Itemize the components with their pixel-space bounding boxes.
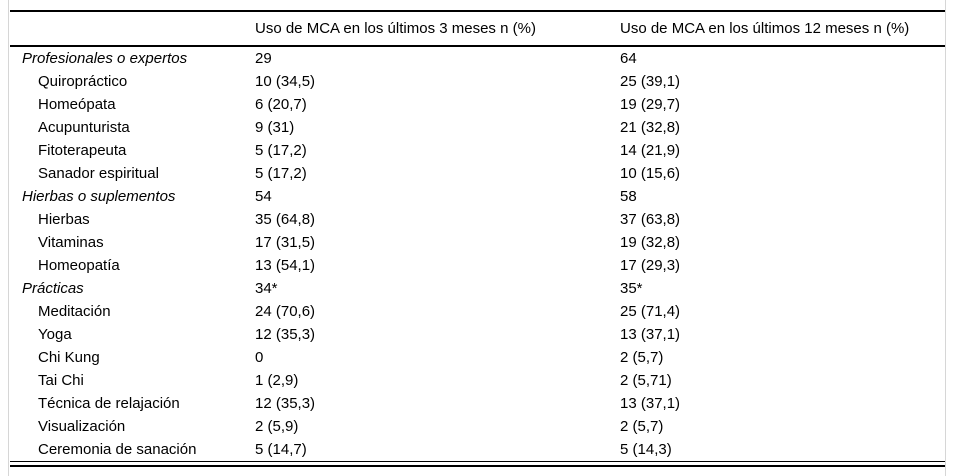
table-row: Hierbas o suplementos 54 58: [10, 185, 945, 208]
row-label: Sanador espiritual: [38, 165, 159, 182]
table-figure-frame: Uso de MCA en los últimos 3 meses n (%) …: [8, 0, 946, 476]
value-12m: 25 (71,4): [620, 303, 681, 320]
value-12m: 37 (63,8): [620, 211, 681, 228]
row-label: Chi Kung: [38, 349, 100, 366]
value-3m: 54: [255, 188, 272, 205]
value-12m: 21 (32,8): [620, 119, 681, 136]
value-12m: 19 (32,8): [620, 234, 681, 251]
value-12m: 10 (15,6): [620, 165, 681, 182]
value-3m: 12 (35,3): [255, 326, 316, 343]
mca-usage-table: Uso de MCA en los últimos 3 meses n (%) …: [10, 10, 945, 467]
value-3m: 13 (54,1): [255, 257, 316, 274]
table-row: Quiropráctico 10 (34,5) 25 (39,1): [10, 70, 945, 93]
row-label: Visualización: [38, 418, 126, 435]
table-row: Homeopatía 13 (54,1) 17 (29,3): [10, 254, 945, 277]
row-label: Técnica de relajación: [38, 395, 180, 412]
value-12m: 13 (37,1): [620, 395, 681, 412]
table-row: Meditación 24 (70,6) 25 (71,4): [10, 300, 945, 323]
column-header-3m: Uso de MCA en los últimos 3 meses n (%): [255, 11, 620, 47]
table-row: Sanador espiritual 5 (17,2) 10 (15,6): [10, 162, 945, 185]
table-row: Hierbas 35 (64,8) 37 (63,8): [10, 208, 945, 231]
value-3m: 0: [255, 349, 264, 366]
row-label: Tai Chi: [38, 372, 84, 389]
value-3m: 5 (17,2): [255, 165, 307, 182]
value-12m: 2 (5,7): [620, 349, 664, 366]
value-3m: 6 (20,7): [255, 96, 307, 113]
value-3m: 1 (2,9): [255, 372, 299, 389]
value-3m: 9 (31): [255, 119, 295, 136]
table-row: Acupunturista 9 (31) 21 (32,8): [10, 116, 945, 139]
value-12m: 13 (37,1): [620, 326, 681, 343]
value-12m: 2 (5,71): [620, 372, 672, 389]
value-3m: 17 (31,5): [255, 234, 316, 251]
row-label: Yoga: [38, 326, 72, 343]
row-label: Profesionales o expertos: [22, 50, 188, 67]
value-12m: 14 (21,9): [620, 142, 681, 159]
value-12m: 2 (5,7): [620, 418, 664, 435]
row-label: Prácticas: [22, 280, 84, 297]
table-row: Tai Chi 1 (2,9) 2 (5,71): [10, 369, 945, 392]
table-row: Profesionales o expertos 29 64: [10, 46, 945, 70]
value-12m: 5 (14,3): [620, 441, 672, 458]
value-3m: 5 (17,2): [255, 142, 307, 159]
column-header-blank: [10, 11, 255, 47]
value-3m: 10 (34,5): [255, 73, 316, 90]
table-row: Homeópata 6 (20,7) 19 (29,7): [10, 93, 945, 116]
value-3m: 34*: [255, 280, 278, 297]
table-row: Vitaminas 17 (31,5) 19 (32,8): [10, 231, 945, 254]
value-3m: 12 (35,3): [255, 395, 316, 412]
table-row: Yoga 12 (35,3) 13 (37,1): [10, 323, 945, 346]
column-header-12m: Uso de MCA en los últimos 12 meses n (%): [620, 11, 945, 47]
table-row: Prácticas 34* 35*: [10, 277, 945, 300]
row-label: Hierbas: [38, 211, 90, 228]
row-label: Vitaminas: [38, 234, 104, 251]
table-row: Técnica de relajación 12 (35,3) 13 (37,1…: [10, 392, 945, 415]
value-3m: 2 (5,9): [255, 418, 299, 435]
value-12m: 35*: [620, 280, 643, 297]
value-3m: 24 (70,6): [255, 303, 316, 320]
header-row: Uso de MCA en los últimos 3 meses n (%) …: [10, 11, 945, 47]
row-label: Ceremonia de sanación: [38, 441, 197, 458]
value-12m: 64: [620, 50, 637, 67]
value-3m: 29: [255, 50, 272, 67]
table-body: Profesionales o expertos 29 64 Quiroprác…: [10, 46, 945, 462]
data-table: Uso de MCA en los últimos 3 meses n (%) …: [10, 10, 945, 462]
row-label: Hierbas o suplementos: [22, 188, 176, 205]
value-12m: 17 (29,3): [620, 257, 681, 274]
value-12m: 58: [620, 188, 637, 205]
row-label: Homeópata: [38, 96, 116, 113]
row-label: Acupunturista: [38, 119, 130, 136]
value-12m: 25 (39,1): [620, 73, 681, 90]
value-12m: 19 (29,7): [620, 96, 681, 113]
row-label: Fitoterapeuta: [38, 142, 127, 159]
row-label: Meditación: [38, 303, 111, 320]
table-row: Fitoterapeuta 5 (17,2) 14 (21,9): [10, 139, 945, 162]
table-row: Visualización 2 (5,9) 2 (5,7): [10, 415, 945, 438]
value-3m: 5 (14,7): [255, 441, 307, 458]
bottom-rule-thick: [10, 465, 945, 467]
value-3m: 35 (64,8): [255, 211, 316, 228]
row-label: Homeopatía: [38, 257, 120, 274]
table-row: Ceremonia de sanación 5 (14,7) 5 (14,3): [10, 438, 945, 462]
table-row: Chi Kung 0 2 (5,7): [10, 346, 945, 369]
row-label: Quiropráctico: [38, 73, 128, 90]
